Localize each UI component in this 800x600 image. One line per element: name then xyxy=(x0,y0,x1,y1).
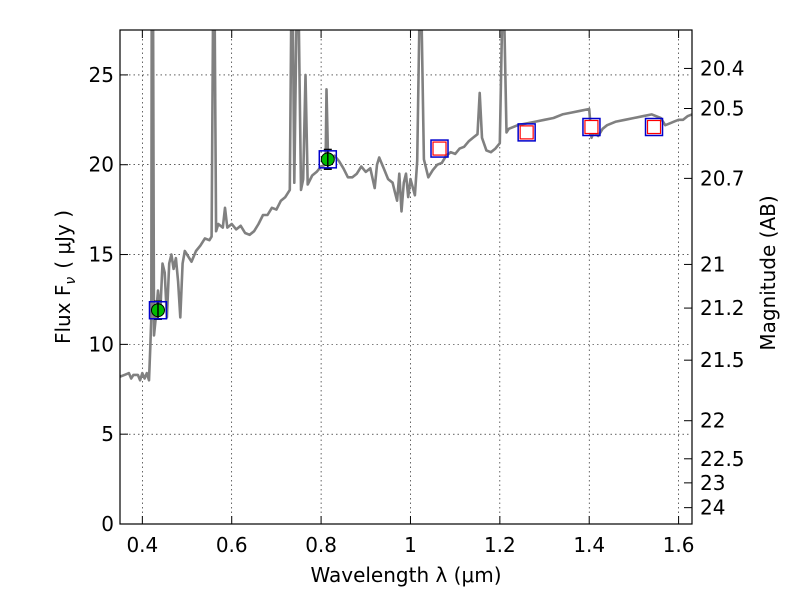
y-axis-title-subscript: ν xyxy=(63,277,79,285)
x-tick-label: 1.4 xyxy=(573,533,605,557)
plot-frame xyxy=(119,29,693,525)
right-axis-title: Magnitude (AB) xyxy=(756,195,780,350)
model-photometry-marker xyxy=(430,139,449,158)
x-tick-label: 0.8 xyxy=(305,533,337,557)
upper-limit-marker xyxy=(432,141,447,156)
model-photometry-marker xyxy=(148,300,168,320)
right-tick-label: 21 xyxy=(700,252,725,276)
right-tick-label: 22 xyxy=(700,409,725,433)
y-tick-label: 25 xyxy=(89,63,114,87)
upper-limit-marker xyxy=(646,119,662,135)
y-axis-title-main: Flux F xyxy=(51,285,75,344)
x-tick-label: 0.6 xyxy=(216,533,248,557)
x-axis-title: Wavelength λ (μm) xyxy=(310,563,501,587)
x-tick-label: 1.2 xyxy=(484,533,516,557)
tick-labels: 0.4 0.6 0.8 1 1.2 1.4 1.6 0 5 10 15 20 25 20.4 20.5 20.… xyxy=(89,56,745,557)
model-photometry-marker xyxy=(644,117,664,137)
model-photometry-marker xyxy=(318,150,338,169)
y-tick-label: 20 xyxy=(89,153,114,177)
y-axis-title-unit: ( μJy ) xyxy=(51,210,75,269)
right-tick-label: 20.4 xyxy=(700,56,745,80)
right-tick-label: 22.5 xyxy=(700,447,745,471)
y-tick-label: 0 xyxy=(101,512,114,536)
y-axis-title: Flux Fν ( μJy ) xyxy=(51,210,79,344)
x-tick-label: 0.4 xyxy=(126,533,158,557)
tick-marks xyxy=(120,30,692,525)
model-photometry-marker xyxy=(582,117,601,137)
model-photometry-marker xyxy=(517,123,536,142)
svg-text:Flux Fν( μJy ): Flux Fν ( μJy ) xyxy=(51,210,79,344)
grid-lines xyxy=(120,30,692,525)
right-tick-label: 21.2 xyxy=(700,296,745,320)
right-tick-label: 20.5 xyxy=(700,97,745,121)
upper-limit-marker xyxy=(584,119,599,135)
right-tick-label: 21.5 xyxy=(700,348,745,372)
right-tick-label: 23 xyxy=(700,471,725,495)
x-tick-label: 1 xyxy=(404,533,417,557)
upper-limit-marker xyxy=(519,125,534,140)
x-tick-label: 1.6 xyxy=(663,533,695,557)
right-tick-label: 24 xyxy=(700,496,725,520)
y-tick-label: 15 xyxy=(89,243,114,267)
right-tick-label: 20.7 xyxy=(700,166,745,190)
photometry-markers xyxy=(148,117,664,320)
y-tick-label: 10 xyxy=(89,332,114,356)
y-tick-label: 5 xyxy=(101,422,114,446)
